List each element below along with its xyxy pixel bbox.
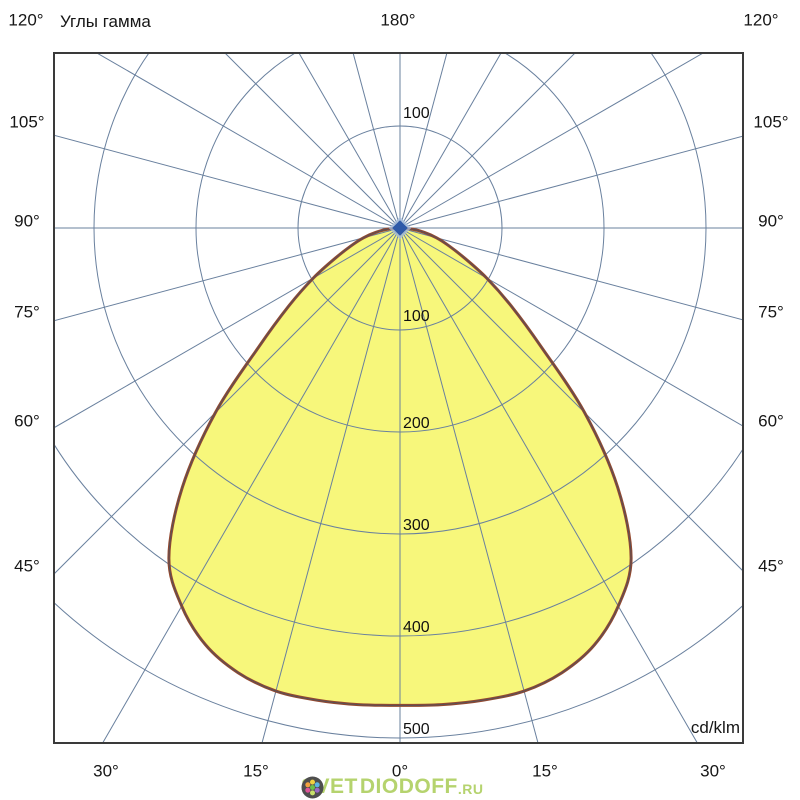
center-marker-icon [392,220,408,236]
grid-ray [54,227,401,429]
gamma-angle-label-right: 75° [758,302,784,322]
grid-ray [298,53,401,229]
gamma-angle-label-bottom: 15° [532,761,558,781]
grid-ray [54,227,401,322]
gamma-angle-label-left: 105° [9,112,45,132]
radial-tick-label: 200 [403,415,430,432]
chart-title: Углы гамма [60,12,151,31]
grid-ray [224,53,401,229]
watermark-suffix: .RU [457,781,484,797]
gamma-angle-label-left: 75° [14,302,40,322]
watermark-text-right: DIODOFF [359,775,458,798]
gamma-angle-label-bottom: 30° [93,761,119,781]
gamma-angle-label-top: 180° [380,10,416,30]
gamma-angle-label-right: 60° [758,411,784,431]
gamma-angle-label-left: 45° [14,556,40,576]
gamma-angle-label-top: 120° [8,10,44,30]
grid-ray [54,134,401,229]
radial-tick-label: 500 [403,721,430,738]
gamma-angle-label-bottom: 30° [700,761,726,781]
radial-tick-label: 100 [403,308,430,325]
gamma-angle-label-top: 120° [743,10,779,30]
gamma-angle-label-left: 60° [14,411,40,431]
radial-tick-label: 400 [403,619,430,636]
gamma-angle-label-right: 105° [753,112,789,132]
grid-ray [399,53,502,229]
intensity-curve-outline-inner [168,227,632,706]
grid-ray [399,135,743,229]
grid-ray [399,227,743,427]
grid-ray [352,53,401,229]
gamma-angle-label-right: 90° [758,211,784,231]
grid-ray [399,53,576,229]
radial-tick-label: 300 [403,517,430,534]
gamma-angle-label-right: 45° [758,556,784,576]
gamma-angle-label-bottom: 0° [391,761,409,781]
radial-tick-label: 100 [403,105,430,122]
gamma-angle-label-bottom: 15° [243,761,269,781]
grid-ray [399,227,743,321]
grid-ray [399,53,705,229]
watermark: SVET DIODOFF .RU [301,775,484,799]
plot-frame [53,52,744,744]
gamma-angle-label-left: 90° [14,211,40,231]
grid-ray [399,227,743,572]
grid-ray [399,227,698,743]
grid-ray [399,53,448,229]
grid-ray [102,227,401,743]
units-label: cd/klm [690,718,740,737]
grid-ray [95,53,401,229]
grid-ray [54,227,401,575]
